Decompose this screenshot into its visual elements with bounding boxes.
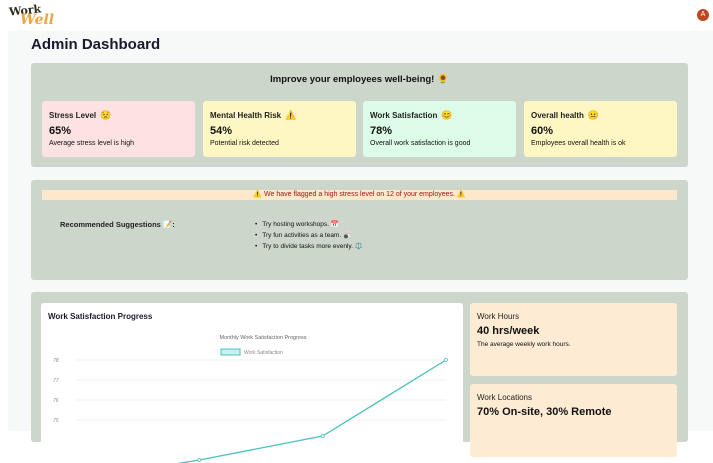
workwell-logo[interactable]: Work Well — [8, 2, 54, 28]
work-hours-title: Work Hours — [477, 312, 520, 321]
overall-health-emoji-icon: 😐 — [587, 110, 600, 120]
stat-card-stress: Stress Level 😟 65% Average stress level i… — [42, 101, 195, 157]
chart-title: Monthly Work Satisfaction Progress — [219, 335, 306, 341]
work-hours-card: Work Hours 40 hrs/week The average weekl… — [470, 303, 677, 376]
y-tick-label: 75 — [53, 418, 59, 424]
stat-card-overall-health: Overall health 😐 60% Employees overall he… — [524, 101, 677, 157]
y-tick-label: 76 — [53, 398, 59, 404]
wellbeing-title: Improve your employees well-being! 🌻 — [31, 74, 688, 85]
stat-title-text: Mental Health Risk — [210, 111, 282, 120]
work-hours-desc: The average weekly work hours. — [477, 341, 571, 348]
wellbeing-title-text: Improve your employees well-being! — [270, 74, 435, 85]
series-line-work-satisfaction — [176, 359, 447, 463]
page-title: Admin Dashboard — [31, 36, 161, 53]
suggestion-item: Try fun activities as a team. 🎳 — [255, 231, 363, 239]
logo-text-bottom: Well — [20, 12, 55, 28]
stat-value: 54% — [210, 125, 233, 137]
suggestions-list: Try hosting workshops. 📅 Try fun activit… — [255, 220, 363, 253]
suggestions-label: Recommended Suggestions 📝: — [60, 220, 175, 229]
stat-value: 65% — [49, 125, 72, 137]
stat-description: Employees overall health is ok — [531, 140, 626, 147]
metrics-panel: Work Satisfaction Progress Monthly Work … — [31, 292, 688, 463]
wellbeing-panel: Improve your employees well-being! 🌻 Str… — [31, 63, 688, 167]
stat-title: Stress Level 😟 — [49, 110, 188, 121]
stat-value: 78% — [370, 125, 393, 137]
stat-title: Mental Health Risk ⚠️ — [210, 110, 349, 121]
stat-description: Average stress level is high — [49, 140, 135, 147]
work-locations-value: 70% On-site, 30% Remote — [477, 406, 612, 418]
stat-value: 60% — [531, 125, 554, 137]
stat-title-text: Work Satisfaction — [370, 111, 438, 120]
stress-emoji-icon: 😟 — [100, 110, 112, 120]
y-tick-label: 78 — [53, 358, 59, 364]
satisfaction-emoji-icon: 😊 — [441, 110, 453, 120]
work-locations-title: Work Locations — [477, 393, 532, 402]
stat-title-text: Stress Level — [49, 111, 97, 120]
stat-card-mental-health: Mental Health Risk ⚠️ 54% Potential risk … — [203, 101, 356, 157]
stat-title-text: Overall health — [531, 111, 584, 120]
data-point[interactable] — [444, 358, 448, 362]
alerts-panel: ⚠️ We have flagged a high stress level o… — [31, 180, 688, 280]
stat-description: Potential risk detected — [210, 140, 279, 147]
data-point[interactable] — [197, 458, 202, 462]
work-locations-card: Work Locations 70% On-site, 30% Remote — [470, 384, 677, 457]
y-tick-label: 77 — [53, 378, 59, 384]
stress-alert-banner: ⚠️ We have flagged a high stress level o… — [42, 190, 677, 200]
stat-title: Overall health 😐 — [531, 110, 670, 121]
stat-description: Overall work satisfaction is good — [370, 140, 471, 147]
suggestion-item: Try to divide tasks more evenly. ⚖️ — [255, 242, 363, 250]
stat-card-satisfaction: Work Satisfaction 😊 78% Overall work sati… — [363, 101, 516, 157]
main-content: Admin Dashboard Improve your employees w… — [8, 31, 713, 463]
chart-card-title: Work Satisfaction Progress — [48, 312, 153, 321]
user-avatar[interactable]: A — [697, 9, 709, 21]
work-hours-value: 40 hrs/week — [477, 325, 540, 337]
mental-health-emoji-icon: ⚠️ — [285, 110, 297, 120]
chart-card: Work Satisfaction Progress Monthly Work … — [41, 303, 463, 463]
legend-swatch — [220, 348, 241, 356]
suggestion-item: Try hosting workshops. 📅 — [255, 220, 363, 228]
satisfaction-line-chart: Monthly Work Satisfaction Progress Work … — [53, 335, 448, 463]
data-point[interactable] — [320, 434, 325, 438]
sunflower-icon: 🌻 — [436, 74, 449, 85]
legend-label[interactable]: Work Satisfaction — [244, 350, 283, 356]
stat-title: Work Satisfaction 😊 — [370, 110, 509, 121]
